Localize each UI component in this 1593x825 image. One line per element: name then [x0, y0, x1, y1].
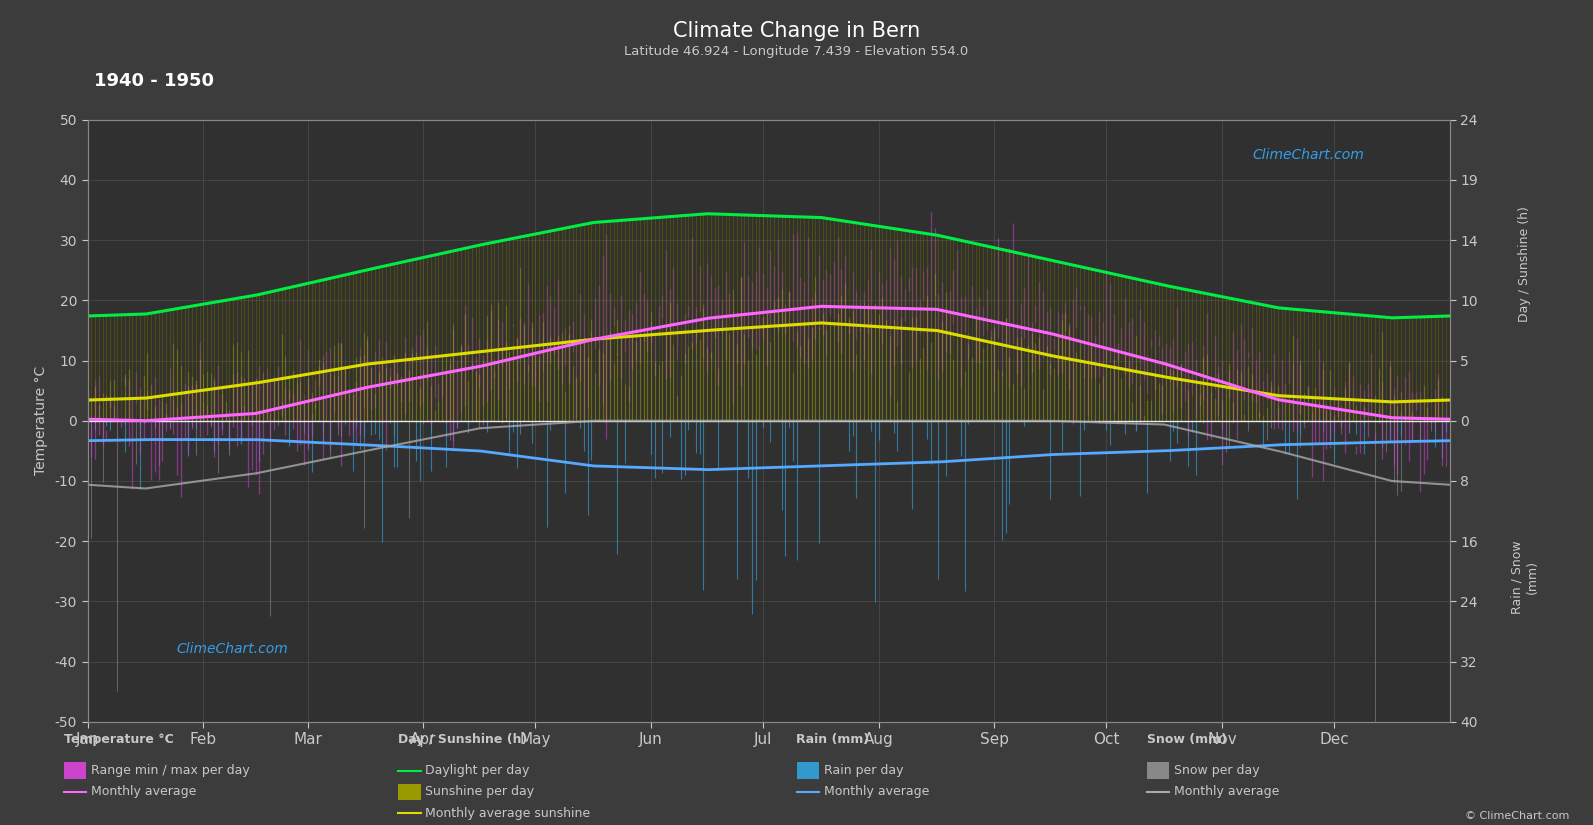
Text: Rain / Snow
(mm): Rain / Snow (mm)	[1510, 540, 1539, 614]
Text: Day / Sunshine (h): Day / Sunshine (h)	[398, 733, 527, 746]
Text: Monthly average: Monthly average	[91, 785, 196, 799]
Text: Snow (mm): Snow (mm)	[1147, 733, 1227, 746]
Text: ClimeChart.com: ClimeChart.com	[177, 642, 288, 656]
Text: Temperature °C: Temperature °C	[64, 733, 174, 746]
Text: Rain (mm): Rain (mm)	[796, 733, 870, 746]
Text: Monthly average sunshine: Monthly average sunshine	[425, 807, 591, 820]
Text: © ClimeChart.com: © ClimeChart.com	[1464, 811, 1569, 821]
Text: Climate Change in Bern: Climate Change in Bern	[672, 21, 921, 40]
Text: Monthly average: Monthly average	[1174, 785, 1279, 799]
Text: Monthly average: Monthly average	[824, 785, 929, 799]
Text: Rain per day: Rain per day	[824, 764, 903, 777]
Text: Day / Sunshine (h): Day / Sunshine (h)	[1518, 206, 1531, 322]
Text: Latitude 46.924 - Longitude 7.439 - Elevation 554.0: Latitude 46.924 - Longitude 7.439 - Elev…	[624, 45, 969, 58]
Text: Daylight per day: Daylight per day	[425, 764, 530, 777]
Text: ClimeChart.com: ClimeChart.com	[1252, 148, 1364, 162]
Text: 1940 - 1950: 1940 - 1950	[94, 72, 215, 89]
Y-axis label: Temperature °C: Temperature °C	[33, 366, 48, 475]
Text: Sunshine per day: Sunshine per day	[425, 785, 535, 799]
Text: Range min / max per day: Range min / max per day	[91, 764, 250, 777]
Text: Snow per day: Snow per day	[1174, 764, 1260, 777]
